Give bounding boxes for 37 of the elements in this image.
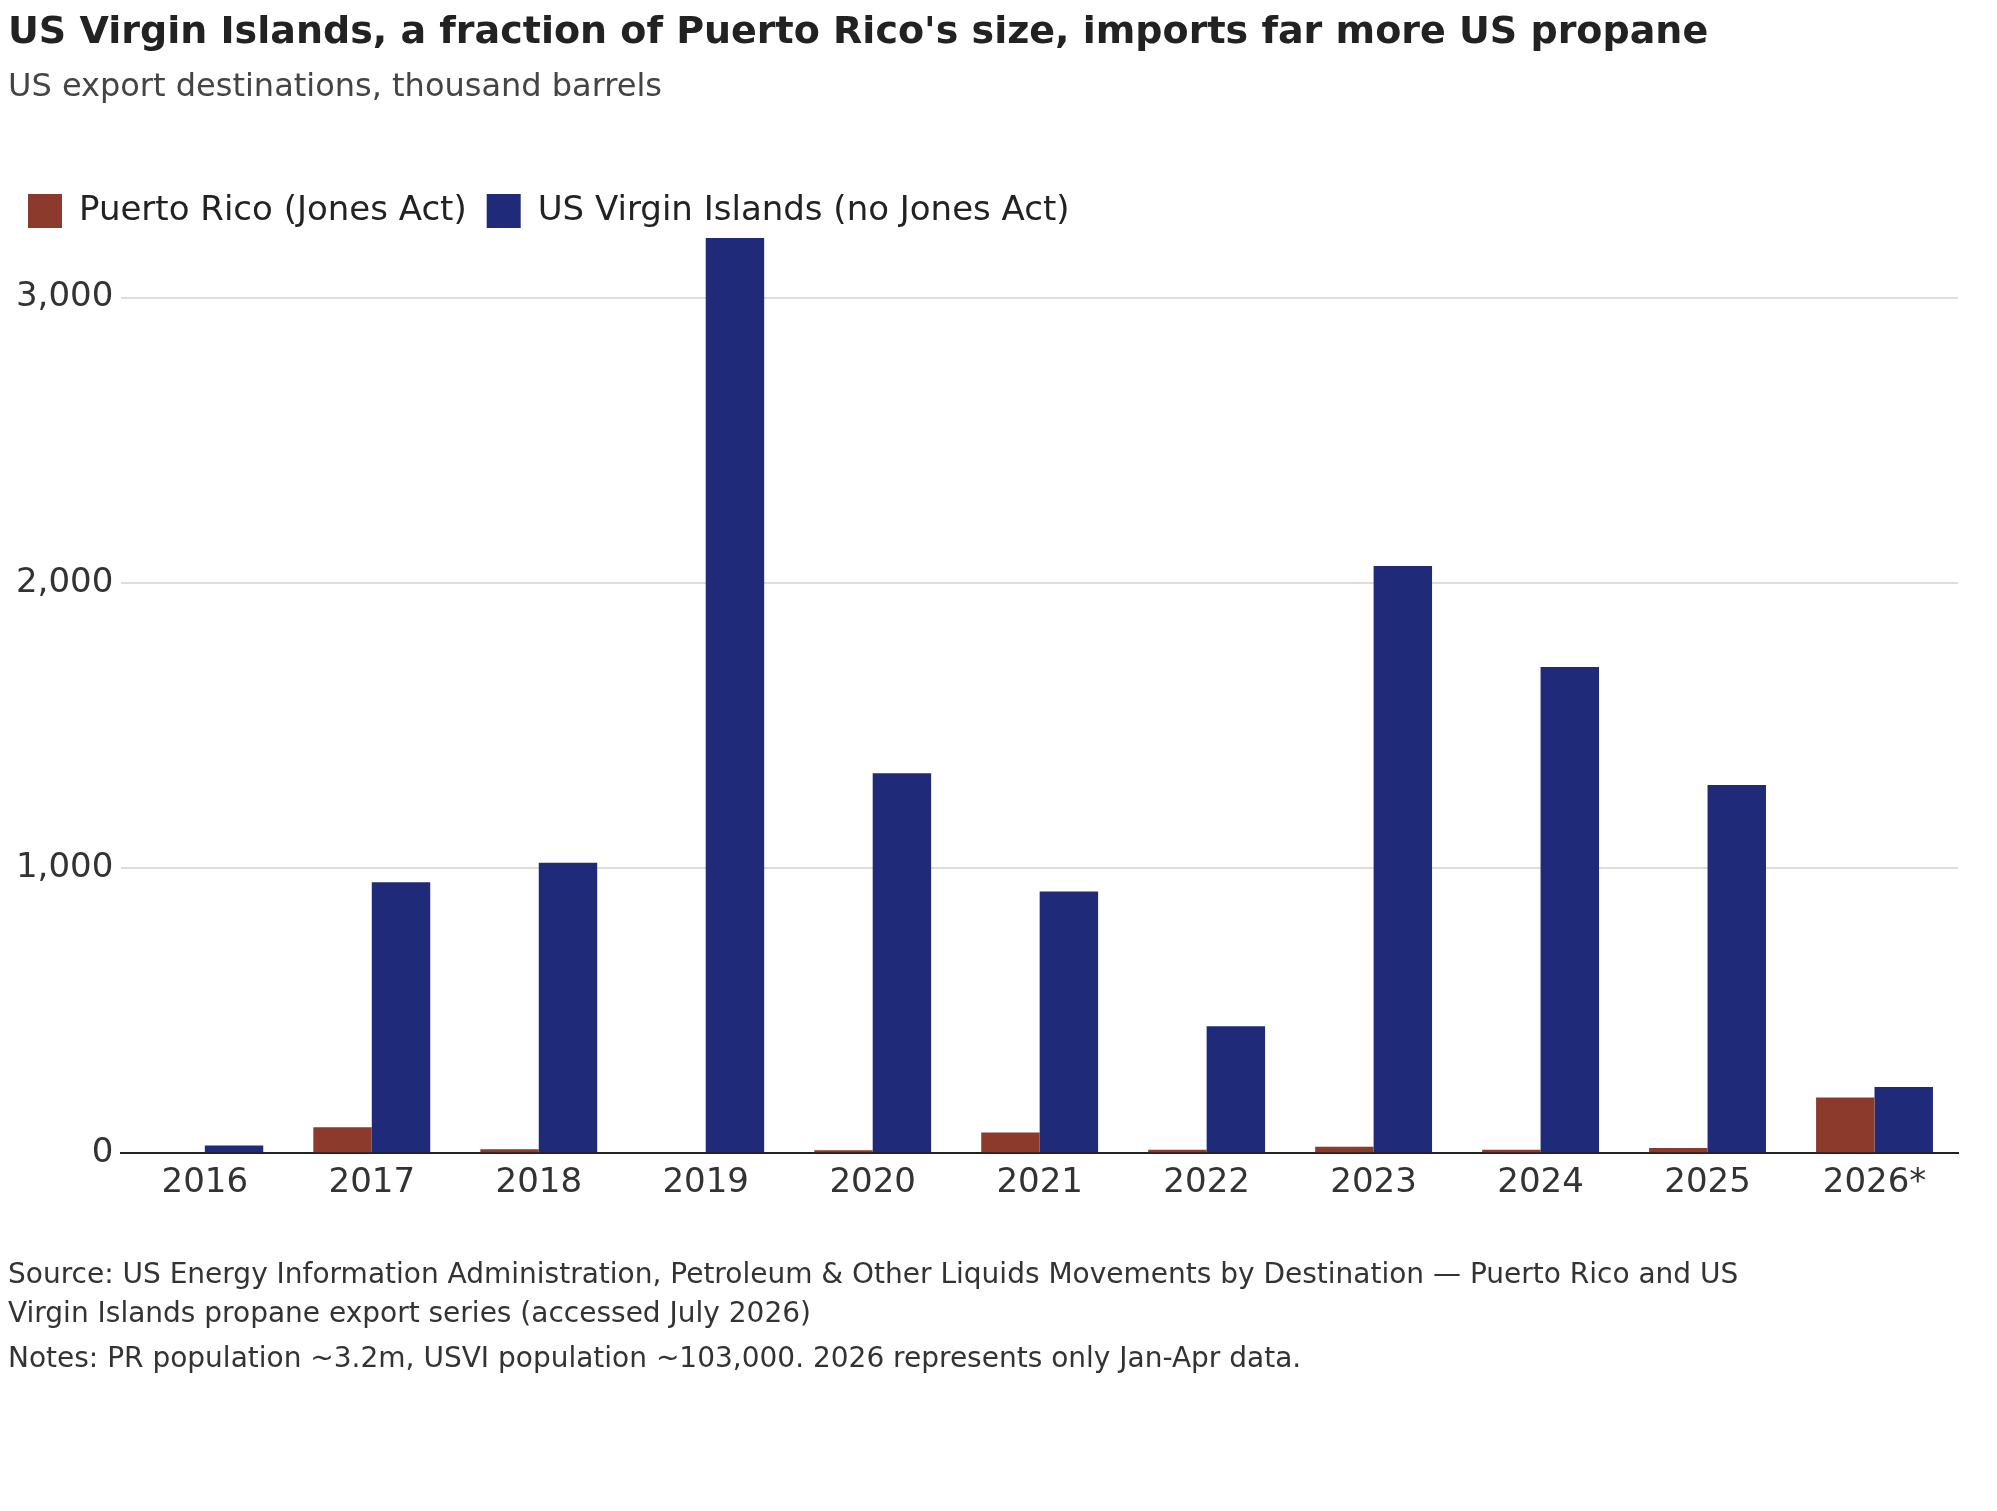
x-tick-label: 2025 <box>1664 1160 1751 1201</box>
bar <box>1707 785 1766 1153</box>
text: Notes: PR population ~3.2m, USVI population ~103,000. 2026 represents only Jan-Apr data. <box>8 1340 1303 1377</box>
bar <box>981 1132 1040 1153</box>
bar <box>872 773 932 1153</box>
source-note: Source: US Energy Information Administration, Petroleum & Other Liquids Movements by Destination — Puerto Rico and US Virgin Islands propane export series (accessed July 2026) <box>8 1256 1740 1332</box>
x-tick-label: 2017 <box>328 1160 416 1201</box>
y-tick-label: 0 <box>91 1130 114 1171</box>
bar <box>538 862 598 1153</box>
x-tick-label: 2022 <box>1163 1160 1250 1201</box>
chart-subtitle: US export destinations, thousand barrels <box>8 66 663 104</box>
legend-label: US Virgin Islands (no Jones Act) <box>537 187 1070 228</box>
bar <box>1039 891 1099 1153</box>
bar <box>1540 666 1600 1153</box>
bar <box>1373 565 1433 1153</box>
bar <box>313 1127 372 1153</box>
y-tick-label: 2,000 <box>15 559 114 600</box>
x-tick-label: 2020 <box>829 1160 916 1201</box>
x-tick-label: 2018 <box>495 1160 583 1201</box>
x-tick-label: 2019 <box>662 1160 749 1201</box>
bar <box>480 1149 539 1153</box>
x-tick-label: 2024 <box>1497 1160 1584 1201</box>
x-tick-label: 2023 <box>1330 1160 1417 1201</box>
y-tick-label: 3,000 <box>15 274 114 315</box>
bar <box>1315 1146 1374 1153</box>
x-tick-label: 2016 <box>161 1160 249 1201</box>
bar <box>1206 1026 1266 1153</box>
chart-title: US Virgin Islands, a fraction of Puerto Rico's size, imports far more US propane <box>8 8 1710 52</box>
bar <box>1874 1087 1933 1153</box>
bar <box>371 882 431 1153</box>
y-tick-label: 1,000 <box>15 844 114 885</box>
legend-label: Puerto Rico (Jones Act) <box>79 187 467 228</box>
bar <box>1649 1148 1708 1153</box>
bar <box>1816 1097 1875 1153</box>
bar <box>705 238 765 1153</box>
x-tick-label: 2021 <box>996 1160 1083 1201</box>
x-tick-label: 2026* <box>1822 1160 1927 1201</box>
